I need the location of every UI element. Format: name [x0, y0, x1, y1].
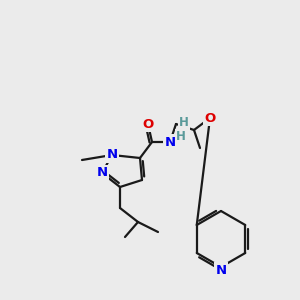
Text: O: O: [142, 118, 154, 130]
Text: N: N: [96, 167, 108, 179]
Text: H: H: [176, 130, 186, 142]
Text: N: N: [215, 263, 226, 277]
Text: H: H: [179, 116, 189, 130]
Text: N: N: [106, 148, 118, 161]
Text: N: N: [164, 136, 175, 148]
Text: O: O: [204, 112, 216, 124]
